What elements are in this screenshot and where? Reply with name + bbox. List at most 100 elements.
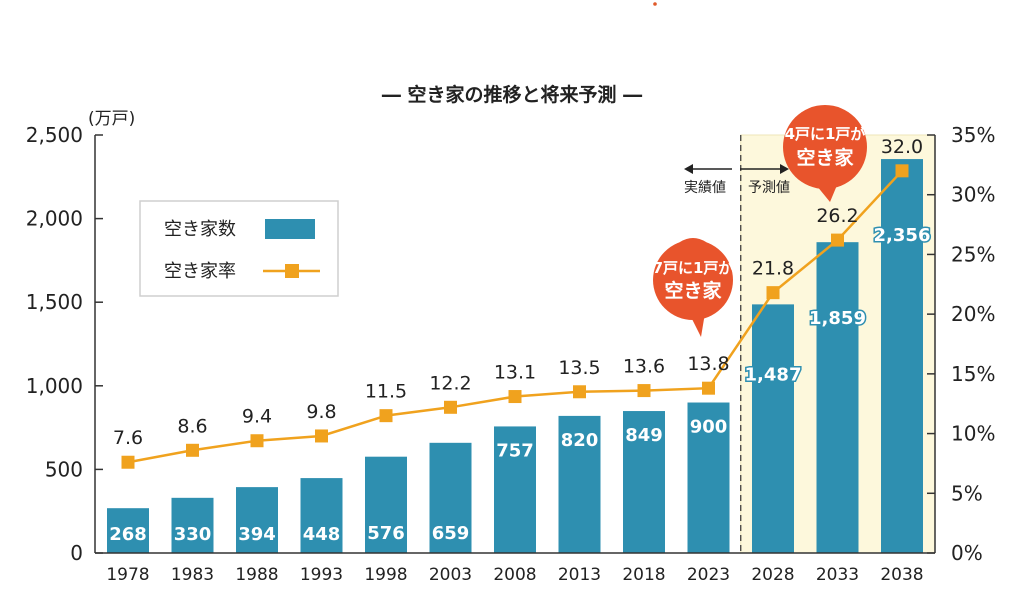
y-right-tick-label: 25% [951, 242, 995, 266]
bar-value-label: 1,487 [745, 364, 802, 385]
y-right-tick-label: 5% [951, 481, 983, 505]
bar-value-label: 576 [367, 523, 405, 544]
label-layer: 7.6 8.6 9.4 9.8 11.5 12.2 13.1 13.5 13.6 13.8 21.8… [108, 136, 932, 547]
rate-value-label: 26.2 [816, 205, 858, 227]
y-left-unit: (万戸) [88, 109, 135, 129]
bar [494, 426, 536, 553]
y-left-tick-label: 1,000 [26, 374, 83, 398]
bar [171, 497, 214, 553]
rate-marker [250, 434, 264, 448]
legend-line-label: 空き家率 [164, 261, 236, 282]
x-tick-label: 1998 [364, 565, 407, 585]
callout-line2: 空き家 [664, 279, 722, 302]
bar [236, 487, 278, 553]
rate-marker [444, 400, 457, 414]
rate-marker [766, 286, 780, 300]
rate-value-label: 8.6 [177, 415, 207, 437]
bar-value-label: 448 [303, 524, 341, 545]
callout-4-to-1: 4戸に1戸が 空き家 [783, 105, 867, 202]
rate-value-label: 13.8 [687, 353, 729, 375]
x-tick-label: 2008 [493, 565, 536, 585]
y-right-tick-label: 15% [951, 362, 995, 386]
rate-marker [702, 381, 715, 395]
x-tick-label: 1978 [106, 565, 149, 585]
bar-value-label: 1,859 [809, 308, 866, 329]
legend-line-marker [285, 264, 299, 278]
y-left-tick-label: 1,500 [26, 290, 83, 314]
legend-bar-swatch [265, 219, 315, 239]
y-left-tick-label: 2,500 [26, 123, 83, 147]
bar-value-label: 330 [174, 524, 212, 545]
y-right-tick-label: 35% [951, 123, 995, 147]
y-left-tick-label: 0 [70, 541, 83, 565]
forecast-label: 予測値 [748, 180, 790, 196]
legend-box [139, 200, 339, 297]
y-right-tick-label: 10% [951, 422, 995, 446]
x-tick-label: 2028 [751, 565, 794, 585]
rate-marker [186, 443, 199, 457]
actual-label: 実績値 [684, 180, 726, 196]
bar-value-label: 757 [496, 440, 534, 461]
rate-marker [831, 233, 844, 247]
rate-marker [895, 164, 909, 178]
bar-value-label: 268 [109, 524, 147, 545]
x-tick-label: 1983 [171, 565, 214, 585]
callout-line2: 空き家 [796, 146, 854, 169]
y-right-tick-label: 0% [951, 541, 983, 565]
callout-7-to-1: 7戸に1戸が 空き家 [653, 238, 735, 337]
bar-layer [107, 159, 923, 554]
bar [558, 415, 601, 553]
forecast-arrow-head-icon [780, 164, 789, 174]
rate-value-label: 9.4 [242, 406, 272, 428]
rate-marker [315, 429, 328, 443]
bar [429, 442, 472, 553]
callout-line1: 7戸に1戸が [653, 259, 735, 277]
rate-value-label: 21.8 [752, 258, 794, 280]
rate-marker [573, 385, 586, 399]
bar-value-label: 2,356 [874, 225, 931, 246]
legend: 空き家数 空き家率 [139, 200, 339, 297]
actual-arrow-head-icon [684, 164, 693, 174]
rate-value-label: 12.2 [429, 372, 471, 394]
axis-layer: 0 500 1,000 1,500 2,000 2,500 0% 5% 10% 15% 20% 25%… [26, 123, 996, 585]
chart-title: ― 空き家の推移と将来予測 ― [382, 83, 642, 106]
x-tick-label: 1988 [235, 565, 278, 585]
x-tick-label: 2003 [429, 565, 472, 585]
bar [687, 402, 730, 553]
callout-bubble-circle [653, 240, 733, 320]
rate-value-label: 13.6 [623, 356, 665, 378]
x-tick-label: 2023 [687, 565, 730, 585]
bar-value-label: 849 [625, 425, 663, 446]
y-right-tick-label: 20% [951, 302, 995, 326]
x-tick-label: 2013 [558, 565, 601, 585]
rate-value-label: 13.1 [494, 362, 536, 384]
bar [623, 411, 665, 553]
bar [107, 508, 149, 553]
rate-marker [379, 409, 393, 423]
rate-value-label: 7.6 [113, 427, 143, 449]
bar [816, 242, 859, 553]
rate-value-label: 13.5 [558, 357, 600, 379]
legend-bar-label: 空き家数 [164, 219, 236, 240]
y-left-tick-label: 2,000 [26, 207, 83, 231]
top-dot [653, 2, 657, 6]
rate-marker [637, 384, 651, 398]
callout-line1: 4戸に1戸が [785, 125, 867, 143]
bar [365, 456, 407, 553]
rate-value-label: 11.5 [365, 381, 407, 403]
bar [300, 478, 343, 553]
x-tick-label: 2033 [816, 565, 859, 585]
callout-bubble-circle [783, 105, 867, 189]
y-left-tick-label: 500 [45, 457, 83, 481]
bar-value-label: 900 [690, 417, 728, 438]
bar [881, 159, 923, 554]
bar-value-label: 820 [561, 430, 599, 451]
period-divider-labels: 実績値 予測値 [684, 164, 790, 196]
bar-value-label: 394 [238, 524, 276, 545]
line-layer [121, 164, 909, 469]
bar [752, 304, 794, 553]
bar-value-label: 659 [432, 523, 470, 544]
x-tick-label: 2038 [880, 565, 923, 585]
rate-value-label: 9.8 [306, 401, 336, 423]
